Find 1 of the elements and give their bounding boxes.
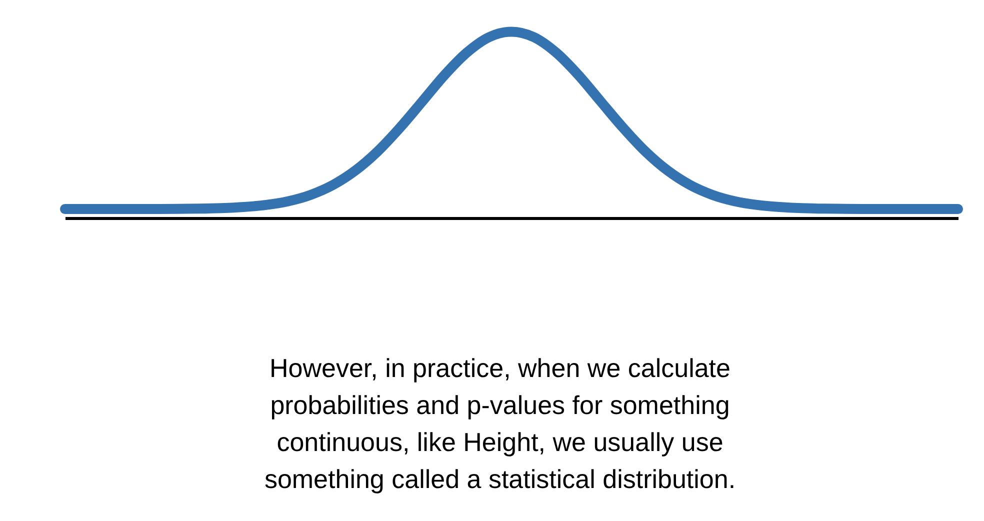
text: However, in practice, when we calculate probabilities and p-values for something continuous, like Height, we usually use something called a statistical distribution.	[263, 352, 737, 496]
